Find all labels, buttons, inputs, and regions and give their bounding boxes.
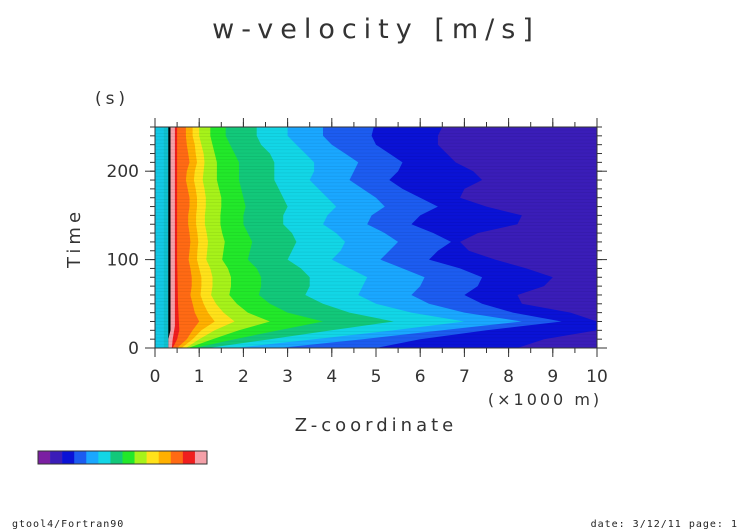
y-axis-label: Time: [64, 208, 85, 269]
colorbar-swatch: [110, 451, 123, 464]
colorbar-swatch: [158, 451, 172, 464]
colorbar-frame: [37, 450, 208, 465]
chart-title: w-velocity [m/s]: [212, 14, 540, 45]
colorbar-swatch: [182, 451, 196, 464]
x-tick-label: 8: [503, 367, 514, 387]
colorbar-swatch: [170, 451, 184, 464]
colorbar-swatch: [74, 451, 87, 464]
colorbar-swatch: [122, 451, 135, 464]
x-tick-label: 0: [150, 367, 161, 387]
contour-streaks: [155, 129, 597, 348]
colorbar-swatch: [194, 451, 208, 464]
x-axis-label: Z-coordinate: [295, 415, 458, 436]
x-tick-label: 10: [586, 367, 608, 387]
y-tick-label: 200: [107, 162, 139, 182]
x-tick-label: 7: [459, 367, 470, 387]
x-tick-label: 9: [547, 367, 558, 387]
x-tick-label: 6: [415, 367, 426, 387]
footer-left: gtool4/Fortran90: [12, 519, 125, 530]
edge-band-2: [155, 127, 169, 348]
colorbar-swatch: [134, 451, 147, 464]
x-tick-label: 5: [371, 367, 382, 387]
colorbar: [37, 450, 208, 465]
footer-right: date: 3/12/11 page: 1: [590, 519, 738, 530]
colorbar-swatch: [146, 451, 160, 464]
colorbar-swatch: [98, 451, 111, 464]
colorbar-swatch: [62, 451, 75, 464]
y-unit-label: (s): [95, 89, 129, 109]
colorbar-swatch: [86, 451, 99, 464]
x-tick-label: 1: [194, 367, 205, 387]
colorbar-swatch: [50, 451, 63, 464]
x-unit-label: (×1000 m): [488, 390, 602, 409]
y-tick-label: 0: [128, 339, 139, 359]
x-tick-label: 2: [238, 367, 249, 387]
contour-fill: [155, 127, 597, 348]
colorbar-swatch: [38, 451, 51, 464]
x-tick-label: 3: [282, 367, 293, 387]
x-tick-label: 4: [326, 367, 337, 387]
y-tick-label: 100: [107, 251, 139, 271]
